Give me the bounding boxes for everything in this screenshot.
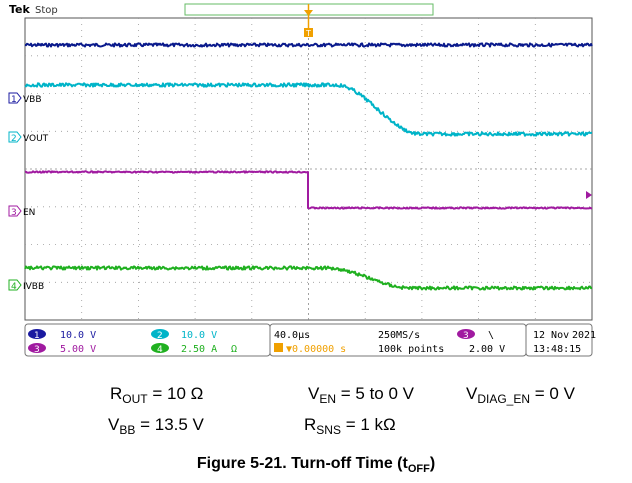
channel-1-marker[interactable]: 1 VBB [8, 92, 42, 105]
vbb-trace [24, 42, 593, 48]
ivbb-trace [24, 265, 593, 291]
channel-markers: 1 VBB 2 VOUT 3 EN 4 IVBB [8, 92, 49, 292]
trigger-slope-icon: \ [488, 330, 494, 341]
ch2-scale: 10.0 V [181, 330, 217, 341]
condition-vdiag: VDIAG_EN = 0 V [466, 384, 575, 406]
en-trace [24, 170, 593, 210]
readout-bar: 1 3 2 4 10.0 V 5.00 V 10.0 V 2.50 A Ω 40… [24, 323, 596, 357]
channel-number: 2 [11, 134, 17, 144]
channel-number: 1 [11, 95, 17, 105]
svg-text:1: 1 [34, 331, 40, 341]
record-length: 100k points [378, 344, 444, 355]
trigger-level: 2.00 V [469, 344, 505, 355]
figure-caption: Figure 5-21. Turn-off Time (tOFF) [196, 455, 436, 475]
channel-number: 4 [11, 282, 17, 292]
brand-label: Tek [9, 3, 31, 16]
channel-3-marker[interactable]: 3 EN [8, 205, 35, 218]
channel-label: IVBB [23, 282, 44, 292]
svg-text:4: 4 [157, 345, 163, 355]
channel-number: 3 [11, 208, 17, 218]
ch2-badge[interactable] [151, 329, 169, 339]
ch1-scale: 10.0 V [60, 330, 96, 341]
trigger-position: ▼0.00000 s [286, 344, 346, 355]
condition-ven: VEN = 5 to 0 V [308, 384, 414, 406]
oscilloscope-screenshot: T 1 VBB 2 VOUT 3 EN 4 IVBB 1 3 2 4 10.0 V 5.00 … [8, 3, 597, 357]
condition-rout: ROUT = 10 Ω [110, 384, 204, 406]
svg-text:3: 3 [463, 331, 469, 341]
year: 2021 [572, 330, 596, 341]
date: 12 Nov [533, 330, 569, 341]
ch4-unit-suffix: Ω [231, 344, 237, 355]
channel-2-marker[interactable]: 2 VOUT [8, 131, 49, 144]
waveform-traces [24, 42, 593, 291]
channel-label: EN [23, 208, 35, 218]
datetime-box [525, 323, 593, 357]
oscilloscope-display: T 1 VBB 2 VOUT 3 EN 4 IVBB 1 3 2 4 10.0 V 5.00 … [8, 3, 596, 357]
trigger-position-marker[interactable]: T [304, 4, 313, 38]
trigger-source-badge[interactable] [457, 329, 475, 339]
sample-rate: 250MS/s [378, 330, 420, 341]
svg-text:2: 2 [157, 331, 163, 341]
svg-text:3: 3 [34, 345, 40, 355]
channel-4-marker[interactable]: 4 IVBB [8, 279, 44, 292]
time: 13:48:15 [533, 344, 581, 355]
vout-trace [24, 82, 593, 137]
ch3-badge[interactable] [28, 343, 46, 353]
condition-vbb: VBB = 13.5 V [108, 415, 204, 437]
channel-label: VOUT [23, 134, 49, 144]
condition-rsns: RSNS = 1 kΩ [304, 415, 396, 437]
trigger-level-marker[interactable] [586, 191, 592, 199]
run-state-label: Stop [35, 5, 58, 16]
trigger-icon [274, 343, 283, 352]
ch4-scale: 2.50 A [181, 344, 217, 355]
timebase-scale: 40.0µs [274, 330, 310, 341]
ch4-badge[interactable] [151, 343, 169, 353]
ch3-scale: 5.00 V [60, 344, 96, 355]
svg-text:T: T [305, 29, 311, 38]
channel-label: VBB [23, 95, 42, 105]
ch1-badge[interactable] [28, 329, 46, 339]
